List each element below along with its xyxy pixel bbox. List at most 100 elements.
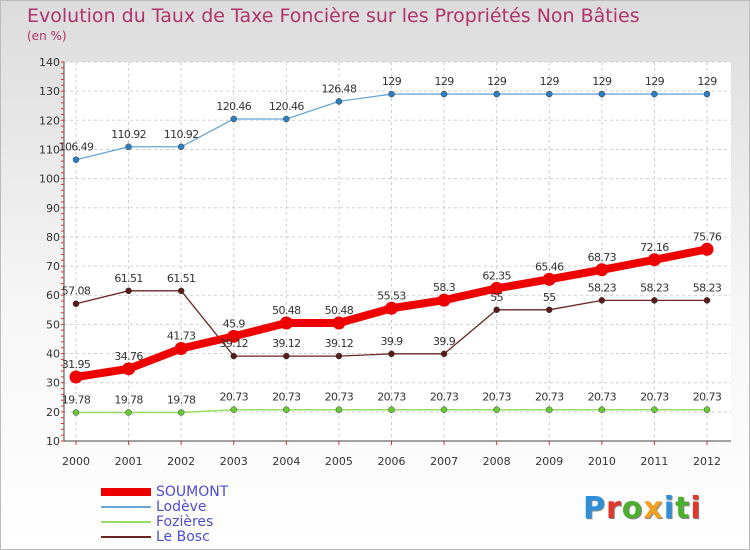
data-label: 129 (645, 75, 665, 88)
x-tick-label: 2004 (272, 455, 300, 468)
data-label: 39.12 (272, 337, 301, 350)
data-point (493, 306, 500, 314)
y-tick-label: 110 (39, 143, 60, 156)
x-tick-label: 2011 (640, 455, 668, 468)
legend-label: Le Bosc (156, 529, 210, 545)
logo-letter: P (583, 491, 606, 526)
data-label: 129 (540, 75, 560, 88)
data-label: 129 (592, 75, 612, 88)
y-tick-label: 30 (46, 377, 60, 390)
data-label: 106.49 (59, 141, 94, 154)
data-label: 19.78 (114, 393, 143, 406)
data-point (283, 406, 290, 413)
data-labels: 31.95 34.76 41.73 45.9 50.48 50.48 55.53 58.3 62… (59, 75, 723, 406)
data-point (335, 98, 343, 105)
legend-swatch (101, 521, 151, 523)
data-label: 61.51 (167, 272, 196, 285)
data-label: 20.73 (220, 391, 249, 404)
data-label: 39.9 (433, 335, 456, 348)
data-point (122, 362, 136, 376)
data-label: 31.95 (62, 358, 91, 371)
y-tick-label: 100 (39, 173, 60, 186)
data-label: 34.76 (114, 350, 143, 363)
data-label: 55 (543, 291, 556, 304)
data-label: 58.23 (693, 281, 722, 294)
data-label: 39.9 (380, 335, 403, 348)
data-label: 55.53 (377, 289, 406, 302)
data-label: 20.73 (588, 391, 617, 404)
x-tick-label: 2012 (693, 455, 721, 468)
data-label: 20.73 (377, 391, 406, 404)
data-point (279, 316, 293, 330)
plot-area (64, 62, 731, 441)
data-point (335, 352, 343, 360)
data-point (598, 406, 606, 413)
data-point (283, 352, 290, 360)
data-point (595, 263, 609, 277)
data-label: 61.51 (114, 272, 143, 285)
data-label: 120.46 (216, 100, 251, 113)
x-tick-label: 2006 (378, 455, 406, 468)
data-point (651, 297, 658, 304)
data-label: 50.48 (325, 304, 354, 317)
data-point (651, 406, 658, 413)
data-label: 20.73 (535, 391, 564, 404)
data-label: 68.73 (588, 251, 617, 264)
legend-label: Lodève (156, 499, 207, 515)
y-tick-label: 50 (46, 318, 60, 331)
data-label: 126.48 (321, 82, 356, 95)
data-point (72, 156, 80, 163)
data-label: 20.73 (325, 391, 354, 404)
data-point (230, 406, 237, 413)
data-point (177, 143, 185, 151)
data-point (125, 287, 132, 295)
data-point (440, 90, 448, 98)
y-tick-label: 120 (39, 114, 60, 127)
y-tick-label: 10 (46, 435, 60, 448)
proxiti-logo: Proxiti (583, 491, 702, 526)
data-point (493, 406, 500, 413)
data-point (440, 406, 448, 413)
data-point (703, 297, 711, 304)
x-tick-label: 2003 (220, 455, 248, 468)
data-label: 58.3 (433, 281, 456, 294)
x-tick-label: 2007 (430, 455, 458, 468)
data-point (440, 350, 448, 358)
data-label: 129 (697, 75, 717, 88)
data-label: 129 (382, 75, 402, 88)
data-point (230, 352, 237, 360)
y-tick-label: 40 (46, 348, 60, 361)
data-point (542, 272, 556, 286)
data-point (490, 281, 504, 295)
data-label: 20.73 (693, 391, 722, 404)
data-point (72, 409, 80, 416)
data-label: 20.73 (430, 391, 459, 404)
x-tick-label: 2001 (115, 455, 143, 468)
y-tick-label: 140 (39, 56, 60, 69)
data-label: 62.35 (482, 269, 511, 282)
data-point (437, 293, 451, 307)
data-point (335, 406, 343, 413)
data-point (546, 90, 553, 98)
legend-swatch (101, 506, 151, 508)
data-point (388, 350, 395, 358)
data-point (546, 406, 553, 413)
data-point (69, 370, 83, 384)
x-tick-label: 2000 (62, 455, 90, 468)
data-point (332, 316, 346, 330)
grid-lines (64, 61, 731, 442)
data-label: 65.46 (535, 260, 564, 273)
data-point (703, 406, 711, 413)
data-label: 58.23 (640, 281, 669, 294)
logo-letter: r (606, 491, 622, 526)
data-point (598, 297, 606, 304)
data-label: 110.92 (164, 128, 199, 141)
data-label: 55 (490, 291, 503, 304)
x-tick-label: 2005 (325, 455, 353, 468)
x-tick-label: 2008 (483, 455, 511, 468)
data-point (174, 341, 188, 355)
data-point (651, 90, 658, 98)
chart-title: Evolution du Taux de Taxe Foncière sur l… (27, 5, 640, 27)
data-label: 120.46 (269, 100, 304, 113)
